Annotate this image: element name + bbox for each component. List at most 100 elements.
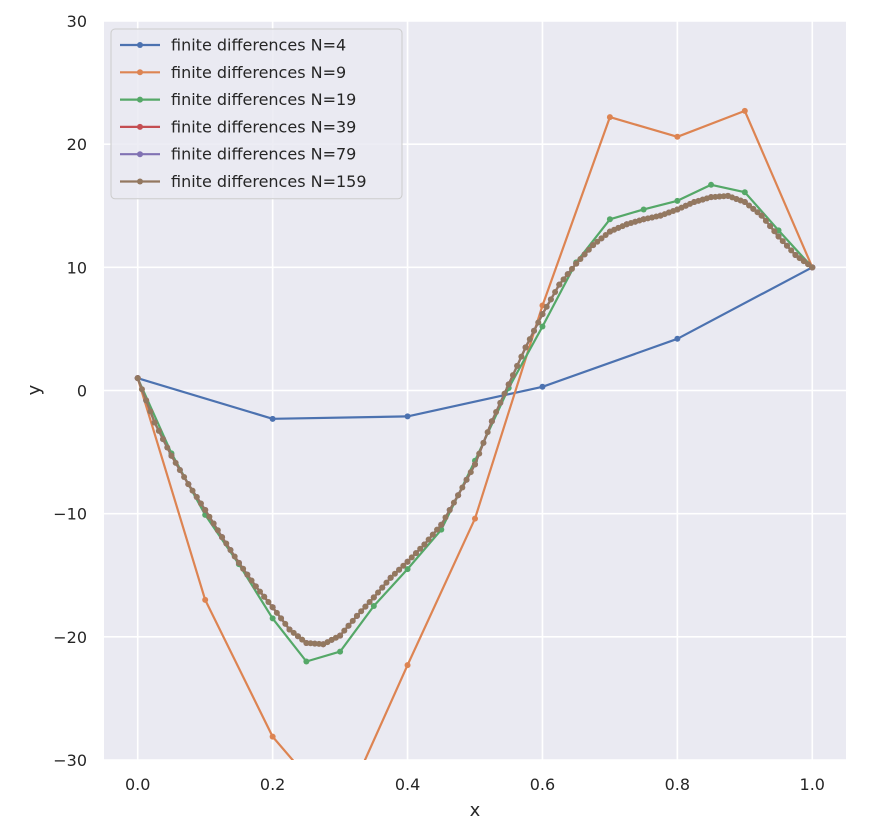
data-point xyxy=(256,588,263,595)
data-point xyxy=(193,494,200,501)
data-point xyxy=(476,450,483,457)
data-point xyxy=(282,620,289,627)
data-point xyxy=(602,232,609,239)
data-point xyxy=(640,206,647,213)
y-tick-label: 10 xyxy=(67,258,87,277)
data-point xyxy=(472,461,478,468)
data-point xyxy=(164,444,171,451)
data-point xyxy=(252,583,259,590)
data-point xyxy=(387,574,394,581)
data-point xyxy=(404,558,411,565)
data-point xyxy=(746,202,753,209)
legend-marker xyxy=(137,96,143,103)
data-point xyxy=(606,216,613,223)
data-point xyxy=(404,566,411,573)
data-point xyxy=(278,615,285,622)
data-point xyxy=(404,413,411,420)
data-point xyxy=(362,603,369,610)
legend-marker xyxy=(137,178,143,185)
legend-marker xyxy=(137,69,143,76)
data-point xyxy=(219,534,226,541)
data-point xyxy=(210,520,217,527)
series-6 xyxy=(134,192,816,648)
legend-label: finite differences N=19 xyxy=(171,90,356,109)
data-point xyxy=(741,107,748,114)
data-point xyxy=(514,362,521,369)
data-point xyxy=(227,547,234,554)
data-point xyxy=(767,223,774,230)
data-point xyxy=(459,484,466,491)
y-tick-label: 30 xyxy=(67,12,87,31)
data-point xyxy=(223,540,230,547)
series-layer xyxy=(134,107,816,818)
data-point xyxy=(805,261,812,268)
data-point xyxy=(560,276,567,283)
data-point xyxy=(248,577,255,584)
data-point xyxy=(181,474,188,481)
y-tick-label: −30 xyxy=(53,751,87,770)
data-point xyxy=(796,255,803,262)
data-point xyxy=(143,397,150,404)
data-point xyxy=(568,265,575,272)
data-point xyxy=(531,327,538,334)
y-tick-label: −10 xyxy=(53,505,87,524)
data-point xyxy=(349,617,356,624)
data-point xyxy=(792,252,799,259)
legend-marker xyxy=(137,123,143,130)
data-point xyxy=(455,492,462,499)
data-point xyxy=(493,409,500,416)
data-point xyxy=(383,579,390,586)
data-point xyxy=(741,189,748,196)
legend-label: finite differences N=4 xyxy=(171,36,346,55)
legend: finite differences N=4 finite differences… xyxy=(110,28,403,200)
data-point xyxy=(202,596,209,603)
data-point xyxy=(160,436,167,443)
data-point xyxy=(674,335,681,342)
data-point xyxy=(547,296,554,303)
data-point xyxy=(189,487,196,494)
data-point xyxy=(235,559,242,566)
data-point xyxy=(299,636,306,643)
data-point xyxy=(708,181,715,188)
data-point xyxy=(762,217,769,224)
data-point xyxy=(396,566,403,573)
data-point xyxy=(412,550,419,557)
data-point xyxy=(337,812,343,818)
data-point xyxy=(674,197,681,204)
data-point xyxy=(391,570,398,577)
data-point xyxy=(151,419,158,426)
data-point xyxy=(202,506,209,513)
data-point xyxy=(417,545,424,552)
legend-label: finite differences N=79 xyxy=(171,145,356,164)
data-point xyxy=(337,648,344,655)
data-point xyxy=(564,271,571,278)
data-point xyxy=(438,521,445,528)
data-point xyxy=(484,429,491,436)
x-tick-label: 0.2 xyxy=(260,775,285,794)
data-point xyxy=(585,246,592,253)
data-point xyxy=(138,386,145,393)
data-point xyxy=(147,408,154,415)
data-point xyxy=(379,584,386,591)
data-point xyxy=(366,599,373,606)
data-point xyxy=(577,256,584,263)
data-point xyxy=(446,506,453,513)
data-point xyxy=(741,199,748,206)
x-tick-label: 0.6 xyxy=(530,775,555,794)
data-point xyxy=(783,242,790,249)
data-point xyxy=(404,662,411,669)
data-point xyxy=(337,632,344,639)
y-tick-label: −20 xyxy=(53,628,87,647)
data-point xyxy=(509,372,516,379)
data-point xyxy=(556,281,563,288)
data-point xyxy=(539,383,546,390)
data-point xyxy=(273,609,280,616)
data-point xyxy=(261,593,268,600)
data-point xyxy=(501,390,508,397)
data-point xyxy=(265,599,272,606)
data-point xyxy=(358,608,365,615)
data-point xyxy=(168,452,175,459)
data-point xyxy=(303,658,310,665)
data-point xyxy=(269,615,276,622)
data-point xyxy=(269,733,276,740)
